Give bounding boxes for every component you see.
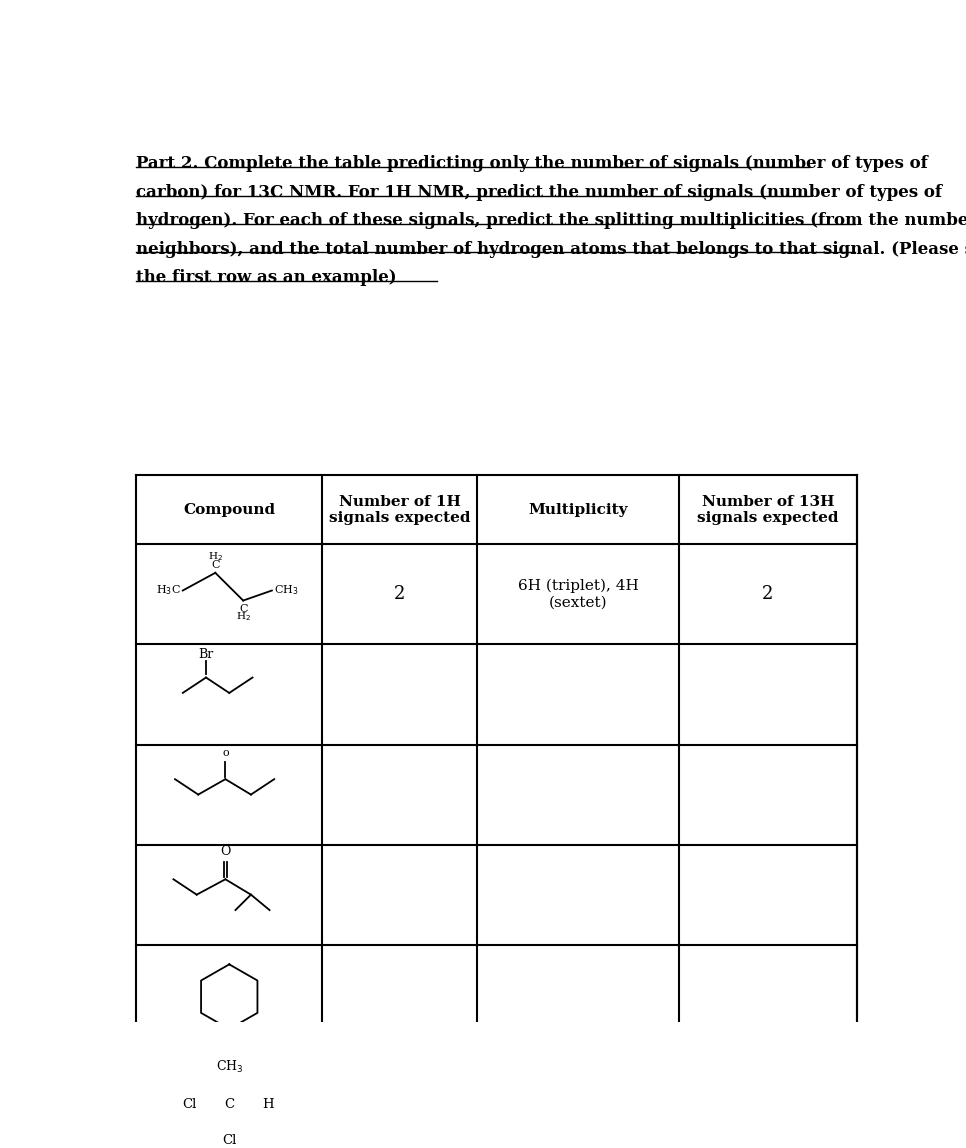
Text: H$_2$: H$_2$ <box>236 611 251 623</box>
Text: Part 2. Complete the table predicting only the number of signals (number of type: Part 2. Complete the table predicting on… <box>136 155 928 172</box>
Text: CH$_3$: CH$_3$ <box>274 583 298 597</box>
Text: Number of 13H
signals expected: Number of 13H signals expected <box>697 495 838 525</box>
Text: Cl: Cl <box>183 1097 197 1111</box>
Text: carbon) for 13C NMR. For 1H NMR, predict the number of signals (number of types : carbon) for 13C NMR. For 1H NMR, predict… <box>136 184 942 201</box>
Text: C: C <box>239 604 247 614</box>
Text: C: C <box>211 560 219 569</box>
Text: O: O <box>220 845 231 858</box>
Text: neighbors), and the total number of hydrogen atoms that belongs to that signal. : neighbors), and the total number of hydr… <box>136 241 966 258</box>
Text: 6H (triplet), 4H
(sextet): 6H (triplet), 4H (sextet) <box>518 579 639 610</box>
Text: 2: 2 <box>394 585 406 604</box>
Text: the first row as an example): the first row as an example) <box>136 270 397 287</box>
Text: Cl: Cl <box>222 1134 237 1147</box>
Text: o: o <box>222 747 229 758</box>
Text: hydrogen). For each of these signals, predict the splitting multiplicities (from: hydrogen). For each of these signals, pr… <box>136 212 966 230</box>
Text: CH$_3$: CH$_3$ <box>215 1060 243 1076</box>
Text: H$_2$: H$_2$ <box>208 550 223 563</box>
Text: Br: Br <box>198 647 213 661</box>
Text: 2: 2 <box>762 585 774 604</box>
Text: Compound: Compound <box>184 503 275 517</box>
Text: C: C <box>224 1097 235 1111</box>
Text: H: H <box>262 1097 273 1111</box>
Text: Multiplicity: Multiplicity <box>528 503 628 517</box>
Text: Number of 1H
signals expected: Number of 1H signals expected <box>329 495 470 525</box>
Text: H$_3$C: H$_3$C <box>156 583 181 597</box>
